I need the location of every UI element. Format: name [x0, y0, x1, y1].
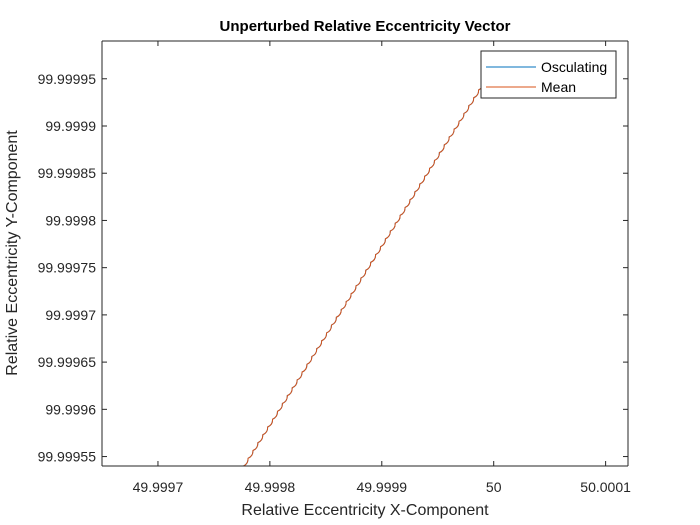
y-tick-label: 99.9999	[45, 118, 96, 134]
y-tick-label: 99.99975	[38, 260, 97, 276]
x-tick-label: 50	[486, 479, 502, 495]
series-line-mean	[242, 65, 495, 466]
chart-title: Unperturbed Relative Eccentricity Vector	[220, 18, 511, 35]
y-axis-label: Relative Eccentricity Y-Component	[4, 130, 21, 376]
plot-area: 49.9997 49.9998 49.9999 50 50.0001 99.999559…	[38, 40, 631, 495]
axes-background	[102, 41, 628, 466]
x-tick-label: 49.9999	[356, 479, 407, 495]
legend-label-osculating: Osculating	[541, 59, 607, 75]
y-tick-label: 99.99965	[38, 354, 97, 370]
y-tick-label: 99.99955	[38, 449, 97, 465]
legend-box	[480, 50, 617, 99]
legend[interactable]: Osculating Mean	[480, 50, 617, 99]
x-ticks: 49.9997 49.9998 49.9999 50 50.0001	[133, 41, 631, 495]
x-tick-label: 50.0001	[580, 479, 631, 495]
y-tick-label: 99.9998	[45, 212, 96, 228]
x-tick-label: 49.9998	[245, 479, 296, 495]
y-tick-label: 99.99985	[38, 165, 97, 181]
series-layer	[242, 65, 495, 466]
x-axis-label: Relative Eccentricity X-Component	[241, 502, 489, 519]
x-tick-label: 49.9997	[133, 479, 184, 495]
legend-label-mean: Mean	[541, 79, 576, 95]
y-tick-label: 99.9996	[45, 401, 96, 417]
y-tick-label: 99.9997	[45, 307, 96, 323]
y-tick-label: 99.99995	[38, 71, 97, 87]
y-ticks: 99.99955 99.9996 99.99965 99.9997 99.99975 99…	[38, 71, 628, 465]
